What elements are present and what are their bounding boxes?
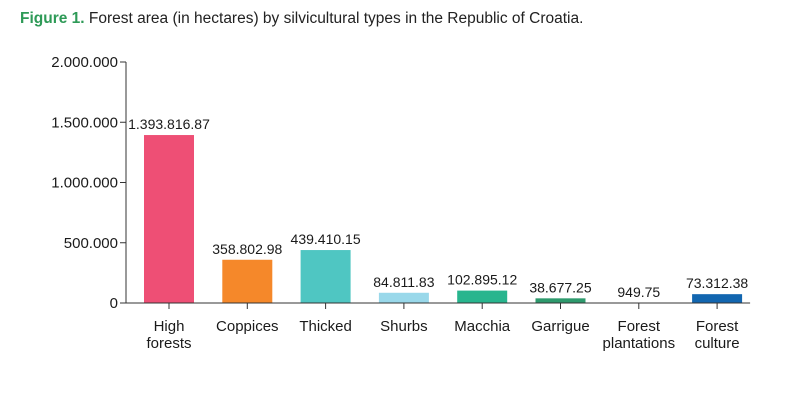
bar bbox=[144, 135, 194, 303]
x-tick-label: Forest culture bbox=[695, 318, 740, 352]
y-tick-label: 2.000.000 bbox=[51, 54, 118, 71]
y-tick-label: 500.000 bbox=[64, 235, 118, 252]
x-tick-label: Forest plantations bbox=[603, 318, 676, 352]
bar bbox=[457, 290, 508, 303]
bar-value-label: 1.393.816.87 bbox=[128, 116, 210, 132]
bar-value-label: 358.802.98 bbox=[212, 241, 282, 257]
bar-value-label: 38.677.25 bbox=[529, 279, 591, 295]
bar bbox=[378, 292, 429, 303]
figure-caption-text: Forest area (in hectares) by silvicultur… bbox=[88, 10, 584, 27]
x-tick-label: Macchia bbox=[454, 318, 511, 335]
figure-label: Figure 1. bbox=[20, 10, 85, 27]
y-tick-label: 1.000.000 bbox=[51, 175, 118, 192]
bar-value-label: 73.312.38 bbox=[686, 275, 748, 291]
x-tick-label: Garrigue bbox=[531, 318, 589, 335]
bar-value-label: 102.895.12 bbox=[447, 272, 517, 288]
bar bbox=[535, 298, 586, 303]
x-tick-label: Shurbs bbox=[380, 318, 428, 335]
y-tick-label: 0 bbox=[110, 295, 118, 312]
bar-value-label: 949.75 bbox=[617, 284, 660, 300]
x-tick-label: Coppices bbox=[216, 318, 279, 335]
figure-caption: Figure 1. Forest area (in hectares) by s… bbox=[20, 10, 583, 28]
bar bbox=[300, 250, 351, 303]
bar bbox=[222, 259, 273, 303]
bar-value-label: 439.410.15 bbox=[291, 231, 361, 247]
x-tick-label: High forests bbox=[146, 318, 191, 352]
x-tick-label: Thicked bbox=[299, 318, 352, 335]
y-tick-label: 1.500.000 bbox=[51, 114, 118, 131]
bar bbox=[692, 294, 743, 303]
bar-value-label: 84.811.83 bbox=[373, 274, 434, 290]
